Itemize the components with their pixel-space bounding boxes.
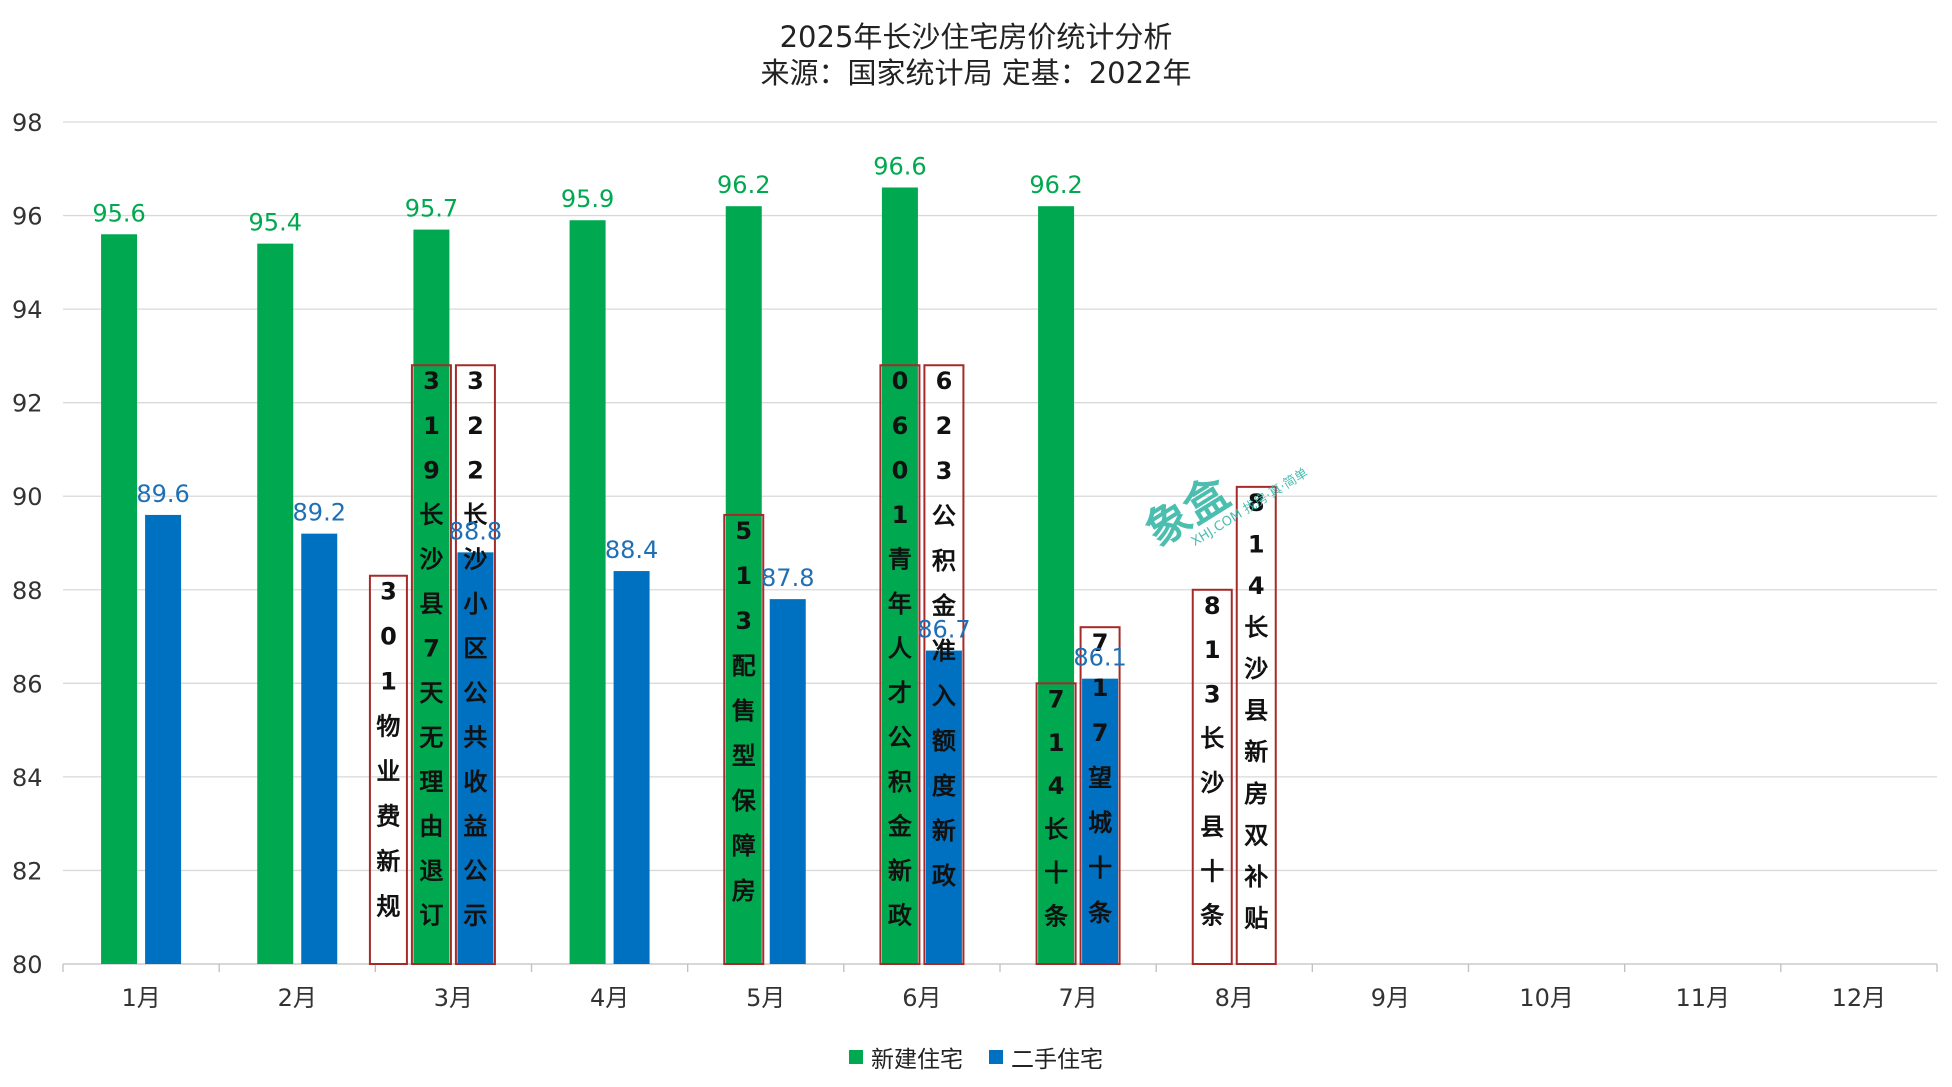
x-tick-label: 9月 [1371,984,1410,1012]
bar-new [725,206,762,964]
annotation-box [923,364,965,965]
legend-item-second: 二手住宅 [989,1040,1103,1074]
y-tick-label: 84 [12,764,43,792]
data-label: 89.6 [136,480,189,508]
data-label: 96.2 [1029,171,1082,199]
annotation-label: 0 6 0 1 青年人才公积金新政 [887,367,913,929]
bar-chart: 80 82 84 86 88 90 92 94 96 98 1月 2月 3月 4月 5月 6月 7月 8月 9月 10… [12,109,1938,1012]
legend-label-second: 二手住宅 [1011,1047,1103,1073]
annotation-label: 7 1 4 长十条 [1044,685,1069,930]
x-tick-label: 4月 [590,984,629,1012]
bar-new [257,243,294,965]
bar-second [301,533,338,964]
x-tick-label: 11月 [1675,984,1730,1012]
annotation-box [879,364,921,965]
data-label: 86.7 [917,616,970,644]
bar-new [101,234,138,964]
data-label: 95.4 [249,209,302,237]
annotation-box [1191,588,1233,965]
legend-swatch-new [849,1050,863,1064]
annotation-label: 7 1 7 望城十条 [1088,629,1113,927]
legend-label-new: 新建住宅 [871,1047,963,1073]
bar-second [457,552,494,964]
x-tick-label: 2月 [278,984,317,1012]
data-label: 96.2 [717,171,770,199]
annotation-box [410,364,452,965]
x-tick-label: 12月 [1832,984,1887,1012]
data-label: 87.8 [761,564,814,592]
bar-second [925,650,962,964]
x-tick-label: 1月 [121,984,160,1012]
data-label: 89.2 [293,499,346,527]
bar-new [1038,206,1075,964]
annotation-label: 3 2 2 长沙小区公共收益公示 [463,367,488,929]
annotation-label: 6 2 3 公积金准入额度新政 [931,367,957,890]
data-label: 95.7 [405,195,458,223]
x-tick-label: 3月 [434,984,473,1012]
x-tick-label: 8月 [1215,984,1254,1012]
data-label: 86.1 [1073,644,1126,672]
bar-second [613,571,650,964]
svg-text:象盒: 象盒 [1137,467,1240,557]
y-tick-label: 92 [12,390,43,418]
data-label: 95.6 [92,199,145,227]
y-tick-label: 90 [12,483,43,511]
annotation-box [1035,682,1077,965]
data-label: 88.8 [449,517,502,545]
y-tick-label: 96 [12,203,43,231]
y-tick-label: 98 [12,109,43,137]
bar-new [881,187,918,964]
annotation-label: 3 0 1 物业费新规 [376,578,400,921]
x-tick-label: 7月 [1058,984,1097,1012]
y-tick-label: 94 [12,296,43,324]
y-tick-label: 82 [12,857,43,885]
y-tick-label: 80 [12,951,43,979]
data-label: 88.4 [605,536,658,564]
legend-item-new: 新建住宅 [849,1040,963,1074]
chart-subtitle: 来源：国家统计局 定基：2022年 [760,56,1192,90]
annotation-box [454,364,496,965]
legend: 新建住宅 二手住宅 [0,1040,1952,1074]
annotation-label: 3 1 9 长沙县 7 天无理由退订 [419,367,444,929]
annotation-label: 8 1 4 长沙县新房双补贴 [1244,489,1269,933]
annotation-label: 8 1 3 长沙县十条 [1200,592,1225,930]
annotation-label: 5 1 3 配售型保障房 [731,517,757,905]
bar-new [413,229,450,965]
legend-swatch-second [989,1050,1003,1064]
x-tick-label: 6月 [902,984,941,1012]
annotation-box [723,513,765,966]
y-tick-label: 86 [12,670,43,698]
annotation-box [368,574,408,965]
bar-new [569,220,606,964]
annotation-box [1235,485,1277,965]
data-label: 95.9 [561,185,614,213]
annotation-box [1079,626,1121,965]
x-tick-label: 5月 [746,984,785,1012]
bar-second [1082,678,1119,964]
y-tick-label: 88 [12,577,43,605]
bar-second [145,514,182,964]
data-label: 96.6 [873,152,926,180]
chart-title: 2025年长沙住宅房价统计分析 [779,20,1173,54]
bar-second [769,599,806,964]
x-tick-label: 10月 [1519,984,1574,1012]
